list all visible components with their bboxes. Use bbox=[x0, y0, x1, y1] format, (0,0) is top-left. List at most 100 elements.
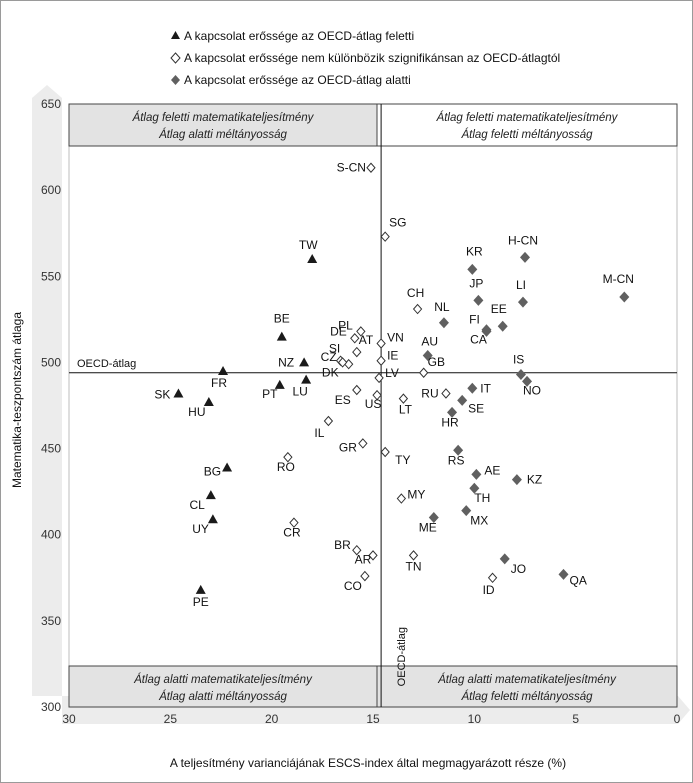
band-bottom-left bbox=[68, 665, 378, 708]
point-marker-nz bbox=[299, 357, 310, 367]
point-label-ca: CA bbox=[470, 332, 487, 346]
point-label-tn: TN bbox=[406, 559, 422, 573]
y-tick-label: 650 bbox=[41, 97, 61, 111]
point-label-pl: PL bbox=[338, 318, 353, 332]
point-label-lt: LT bbox=[399, 403, 413, 417]
point-label-au: AU bbox=[421, 335, 438, 349]
point-label-si: SI bbox=[329, 342, 340, 356]
band-top-right bbox=[376, 103, 678, 147]
legend-marker-triangle bbox=[171, 31, 180, 39]
point-marker-be bbox=[276, 331, 287, 341]
point-marker-ie bbox=[376, 355, 386, 366]
point-marker-it bbox=[467, 382, 478, 394]
point-label-dk: DK bbox=[322, 365, 339, 379]
point-marker-id bbox=[487, 572, 498, 584]
point-label-br: BR bbox=[334, 538, 351, 552]
point-marker-jo bbox=[499, 553, 510, 565]
point-marker-li bbox=[517, 296, 528, 308]
quadrant-label-bottom-right-1: Átlag alatti matematikateljesítmény bbox=[437, 673, 617, 686]
point-marker-mx bbox=[461, 505, 472, 517]
band-bottom-right bbox=[376, 665, 678, 708]
point-marker-tw bbox=[307, 254, 318, 264]
point-label-jo: JO bbox=[511, 562, 526, 576]
quadrant-label-top-left-2: Átlag alatti méltányosság bbox=[158, 128, 287, 141]
point-label-s-cn: S-CN bbox=[337, 161, 366, 175]
point-marker-lv bbox=[374, 372, 384, 384]
point-label-at: AT bbox=[359, 333, 374, 347]
point-marker-se bbox=[457, 394, 468, 406]
point-marker-il bbox=[323, 415, 334, 427]
legend-marker-diamond-open bbox=[170, 52, 181, 64]
point-marker-sk bbox=[173, 388, 184, 398]
point-marker-es bbox=[352, 384, 362, 396]
point-label-pe: PE bbox=[193, 595, 209, 609]
point-marker-ru bbox=[441, 388, 451, 399]
point-label-mx: MX bbox=[470, 514, 488, 528]
point-label-uy: UY bbox=[192, 522, 209, 536]
point-marker-hr bbox=[447, 406, 458, 418]
point-marker-s-cn bbox=[366, 162, 376, 173]
point-label-it: IT bbox=[480, 381, 491, 395]
y-tick-label: 450 bbox=[41, 442, 61, 456]
y-tick-label: 350 bbox=[41, 614, 61, 628]
quadrant-label-bottom-right-2: Átlag feletti méltányosság bbox=[460, 690, 593, 703]
quadrant-label-bottom-left-2: Átlag alatti méltányosság bbox=[158, 690, 287, 703]
point-marker-br bbox=[352, 544, 362, 556]
quadrant-bands: Átlag feletti matematikateljesítmény Átl… bbox=[68, 103, 678, 708]
point-label-lv: LV bbox=[385, 366, 399, 380]
point-label-li: LI bbox=[516, 278, 526, 292]
x-axis-title: A teljesítmény varianciájának ESCS-index… bbox=[170, 756, 566, 770]
plot-area bbox=[68, 103, 678, 708]
point-label-pt: PT bbox=[262, 387, 278, 401]
point-label-nl: NL bbox=[434, 300, 450, 314]
point-label-is: IS bbox=[513, 352, 524, 366]
quadrant-label-top-left-1: Átlag feletti matematikateljesítmény bbox=[132, 111, 315, 124]
x-tick-label: 0 bbox=[674, 712, 681, 726]
oecd-average-label-horizontal: OECD-átlag bbox=[77, 358, 136, 370]
point-marker-kr bbox=[467, 263, 478, 275]
point-marker-cr bbox=[289, 517, 299, 528]
point-label-fi: FI bbox=[469, 313, 480, 327]
y-tick-label: 500 bbox=[41, 355, 61, 369]
point-marker-ar bbox=[368, 550, 378, 561]
point-marker-fr bbox=[218, 366, 229, 376]
quadrant-label-top-right-2: Átlag feletti méltányosság bbox=[460, 128, 593, 141]
point-label-rs: RS bbox=[448, 453, 465, 467]
point-label-tw: TW bbox=[299, 238, 318, 252]
point-marker-au bbox=[422, 350, 433, 362]
point-label-th: TH bbox=[474, 491, 490, 505]
x-tick-label: 15 bbox=[366, 712, 380, 726]
legend-item-below: A kapcsolat erőssége az OECD-átlag alatt… bbox=[171, 73, 411, 87]
point-marker-co bbox=[360, 570, 370, 582]
point-marker-ae bbox=[471, 468, 482, 480]
point-label-ru: RU bbox=[421, 386, 438, 400]
point-label-ar: AR bbox=[355, 552, 372, 566]
point-label-nz: NZ bbox=[278, 355, 294, 369]
point-marker-bg bbox=[222, 462, 233, 472]
x-tick-label: 30 bbox=[62, 712, 76, 726]
point-marker-ro bbox=[283, 451, 293, 463]
point-label-sk: SK bbox=[154, 387, 170, 401]
legend: A kapcsolat erőssége az OECD-átlag felet… bbox=[170, 29, 560, 87]
point-label-us: US bbox=[365, 397, 382, 411]
legend-text-above: A kapcsolat erőssége az OECD-átlag felet… bbox=[184, 29, 414, 43]
point-label-hr: HR bbox=[441, 415, 459, 429]
point-marker-ee bbox=[497, 320, 508, 332]
x-tick-label: 5 bbox=[572, 712, 579, 726]
point-label-kz: KZ bbox=[527, 473, 542, 487]
point-marker-h-cn bbox=[520, 251, 530, 263]
point-label-cl: CL bbox=[190, 498, 206, 512]
y-tick-label: 550 bbox=[41, 269, 61, 283]
quadrant-label-top-right-1: Átlag feletti matematikateljesítmény bbox=[436, 111, 619, 124]
x-tick-label: 25 bbox=[164, 712, 178, 726]
point-label-m-cn: M-CN bbox=[603, 272, 634, 286]
point-label-h-cn: H-CN bbox=[508, 233, 538, 247]
point-marker-ch bbox=[412, 303, 423, 315]
point-label-ch: CH bbox=[407, 286, 424, 300]
point-marker-dk bbox=[337, 357, 348, 368]
point-marker-no bbox=[522, 375, 533, 387]
point-label-lu: LU bbox=[292, 385, 307, 399]
point-marker-jp bbox=[473, 294, 484, 306]
y-axis-title: Matematika-teszpontszám átlaga bbox=[10, 312, 24, 488]
point-marker-gb bbox=[418, 367, 429, 379]
